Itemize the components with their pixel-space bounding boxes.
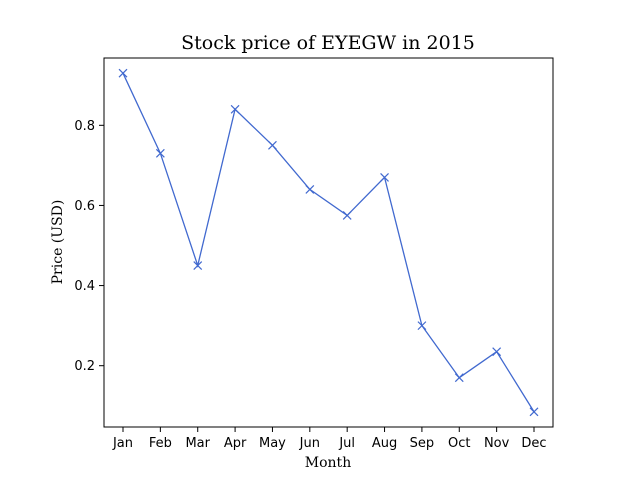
- data-point-marker: [492, 347, 502, 357]
- data-point-marker: [230, 104, 240, 114]
- data-point-marker: [268, 140, 277, 150]
- data-point-marker: [155, 148, 165, 158]
- x-tick-label: Apr: [224, 436, 247, 451]
- x-tick-label: Mar: [185, 436, 210, 451]
- data-point-marker: [342, 211, 352, 220]
- y-tick-label: 0.6: [74, 199, 95, 214]
- y-axis-ticks: 0.2 0.4 0.6 0.8: [74, 119, 104, 374]
- data-point-marker: [529, 407, 539, 417]
- x-tick-label: Oct: [448, 436, 470, 451]
- y-axis-label: Price (USD): [50, 200, 66, 285]
- data-point-marker: [305, 184, 315, 194]
- x-tick-label: Jul: [338, 436, 355, 451]
- x-tick-label: Feb: [149, 436, 172, 451]
- x-tick-label: Sep: [410, 436, 435, 451]
- x-tick-label: Nov: [484, 436, 510, 451]
- x-tick-label: Aug: [372, 436, 397, 451]
- x-tick-label: Jan: [112, 436, 133, 451]
- x-axis-ticks: Jan Feb Mar Apr May Jun Jul Aug Sep Oct Nov Dec: [112, 427, 547, 451]
- plot-frame: [103, 57, 554, 428]
- data-point-marker: [193, 261, 203, 270]
- data-point-marker: [118, 68, 128, 78]
- x-tick-label: Jun: [299, 436, 320, 451]
- data-point-marker: [380, 172, 389, 182]
- data-point-marker: [417, 321, 427, 331]
- y-tick-label: 0.4: [74, 279, 95, 294]
- x-axis-label: Month: [305, 455, 351, 471]
- chart-title: Stock price of EYEGW in 2015: [181, 32, 475, 54]
- series-layer: [118, 68, 539, 417]
- series-line: [122, 72, 535, 413]
- y-tick-label: 0.2: [74, 359, 95, 374]
- plot-area: [103, 57, 554, 428]
- data-point-marker: [454, 373, 464, 383]
- x-tick-label: May: [259, 436, 286, 451]
- y-tick-label: 0.8: [74, 119, 95, 134]
- x-tick-label: Dec: [521, 436, 546, 451]
